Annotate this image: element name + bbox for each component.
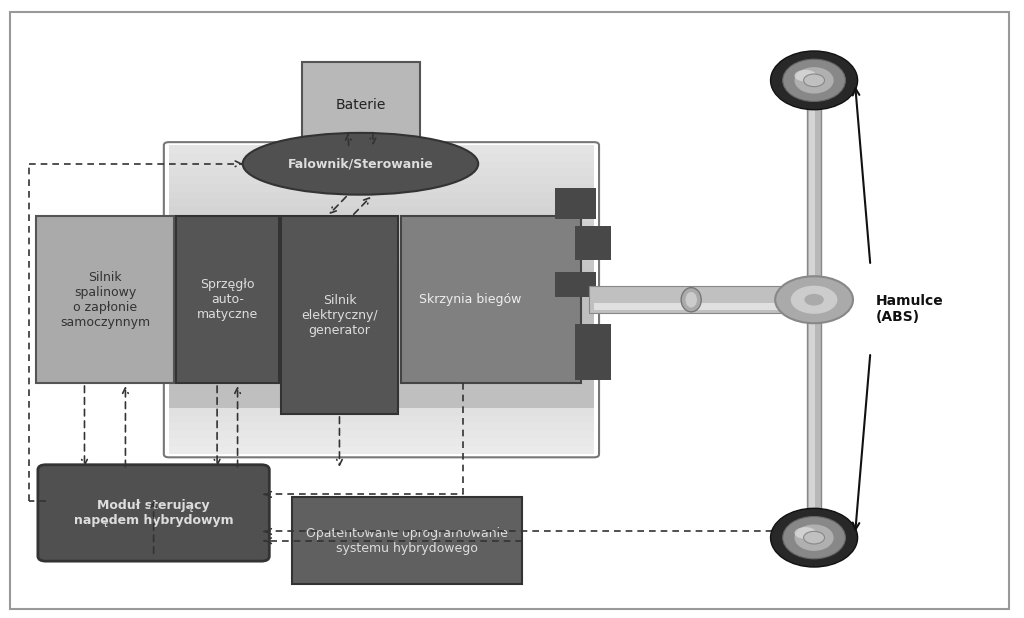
Circle shape xyxy=(775,276,853,323)
Bar xyxy=(169,384,594,392)
Text: Baterie: Baterie xyxy=(336,98,386,112)
Bar xyxy=(169,192,594,200)
Bar xyxy=(788,530,840,545)
Bar xyxy=(169,423,594,431)
Text: Skrzynia biegów: Skrzynia biegów xyxy=(420,293,521,307)
Bar xyxy=(169,277,594,284)
Bar xyxy=(169,207,594,215)
Ellipse shape xyxy=(782,517,846,559)
Bar xyxy=(169,269,594,277)
Bar xyxy=(169,231,594,238)
Bar xyxy=(169,416,594,423)
Bar xyxy=(788,73,840,88)
Bar xyxy=(169,200,594,207)
Bar xyxy=(555,188,596,219)
Bar xyxy=(809,87,815,531)
Bar xyxy=(292,497,522,584)
FancyBboxPatch shape xyxy=(10,12,1009,609)
Bar xyxy=(169,353,594,362)
Bar xyxy=(169,284,594,292)
Circle shape xyxy=(805,294,823,306)
FancyBboxPatch shape xyxy=(38,465,269,561)
Ellipse shape xyxy=(795,527,816,539)
Ellipse shape xyxy=(685,292,697,308)
Bar xyxy=(169,245,594,253)
Bar xyxy=(169,446,594,454)
Bar xyxy=(176,216,279,383)
Bar xyxy=(169,331,594,339)
Bar xyxy=(169,400,594,408)
Bar xyxy=(589,286,814,313)
Bar xyxy=(169,145,594,153)
Bar xyxy=(169,161,594,169)
Text: Moduł sterujący
napędem hybrydowym: Moduł sterujący napędem hybrydowym xyxy=(74,499,233,527)
Bar xyxy=(169,184,594,192)
Bar xyxy=(169,169,594,176)
Bar xyxy=(575,226,611,260)
Text: Silnik
spalinowy
o zapłonie
samoczynnym: Silnik spalinowy o zapłonie samoczynnym xyxy=(59,271,151,329)
Bar xyxy=(36,216,174,383)
Bar xyxy=(169,370,594,377)
Bar xyxy=(169,392,594,400)
Bar xyxy=(575,324,611,380)
Text: Sprzęgło
auto-
matyczne: Sprzęgło auto- matyczne xyxy=(197,278,258,321)
Ellipse shape xyxy=(243,133,478,195)
Bar xyxy=(169,339,594,346)
Bar xyxy=(169,362,594,370)
Ellipse shape xyxy=(681,287,701,312)
Ellipse shape xyxy=(795,70,816,82)
Bar xyxy=(169,377,594,384)
Bar xyxy=(169,261,594,269)
Bar xyxy=(169,176,594,184)
Bar xyxy=(169,408,594,415)
Bar xyxy=(169,253,594,261)
Circle shape xyxy=(804,531,824,544)
Ellipse shape xyxy=(795,525,834,551)
Bar xyxy=(169,222,594,231)
Circle shape xyxy=(804,74,824,87)
Text: Falownik/Sterowanie: Falownik/Sterowanie xyxy=(288,157,433,171)
Bar xyxy=(555,272,596,297)
Text: Hamulce
(ABS): Hamulce (ABS) xyxy=(876,294,943,324)
Circle shape xyxy=(791,286,838,314)
Ellipse shape xyxy=(795,67,834,93)
Bar xyxy=(169,315,594,323)
Bar xyxy=(281,216,398,414)
Bar xyxy=(302,62,420,148)
Bar xyxy=(169,439,594,446)
Text: Opatentowane oprogramowanie
systemu hybrydowego: Opatentowane oprogramowanie systemu hybr… xyxy=(306,527,508,555)
Bar xyxy=(169,323,594,331)
Bar xyxy=(169,215,594,222)
Ellipse shape xyxy=(771,508,858,567)
Bar xyxy=(807,80,821,538)
Bar xyxy=(169,431,594,439)
Ellipse shape xyxy=(771,51,858,110)
Bar xyxy=(169,153,594,161)
Bar xyxy=(169,346,594,353)
Bar xyxy=(169,238,594,245)
Ellipse shape xyxy=(782,59,846,101)
Bar xyxy=(169,292,594,300)
Bar xyxy=(169,300,594,308)
Bar xyxy=(401,216,581,383)
Text: Silnik
elektryczny/
generator: Silnik elektryczny/ generator xyxy=(301,294,378,337)
Bar xyxy=(169,308,594,315)
Bar xyxy=(594,303,809,310)
